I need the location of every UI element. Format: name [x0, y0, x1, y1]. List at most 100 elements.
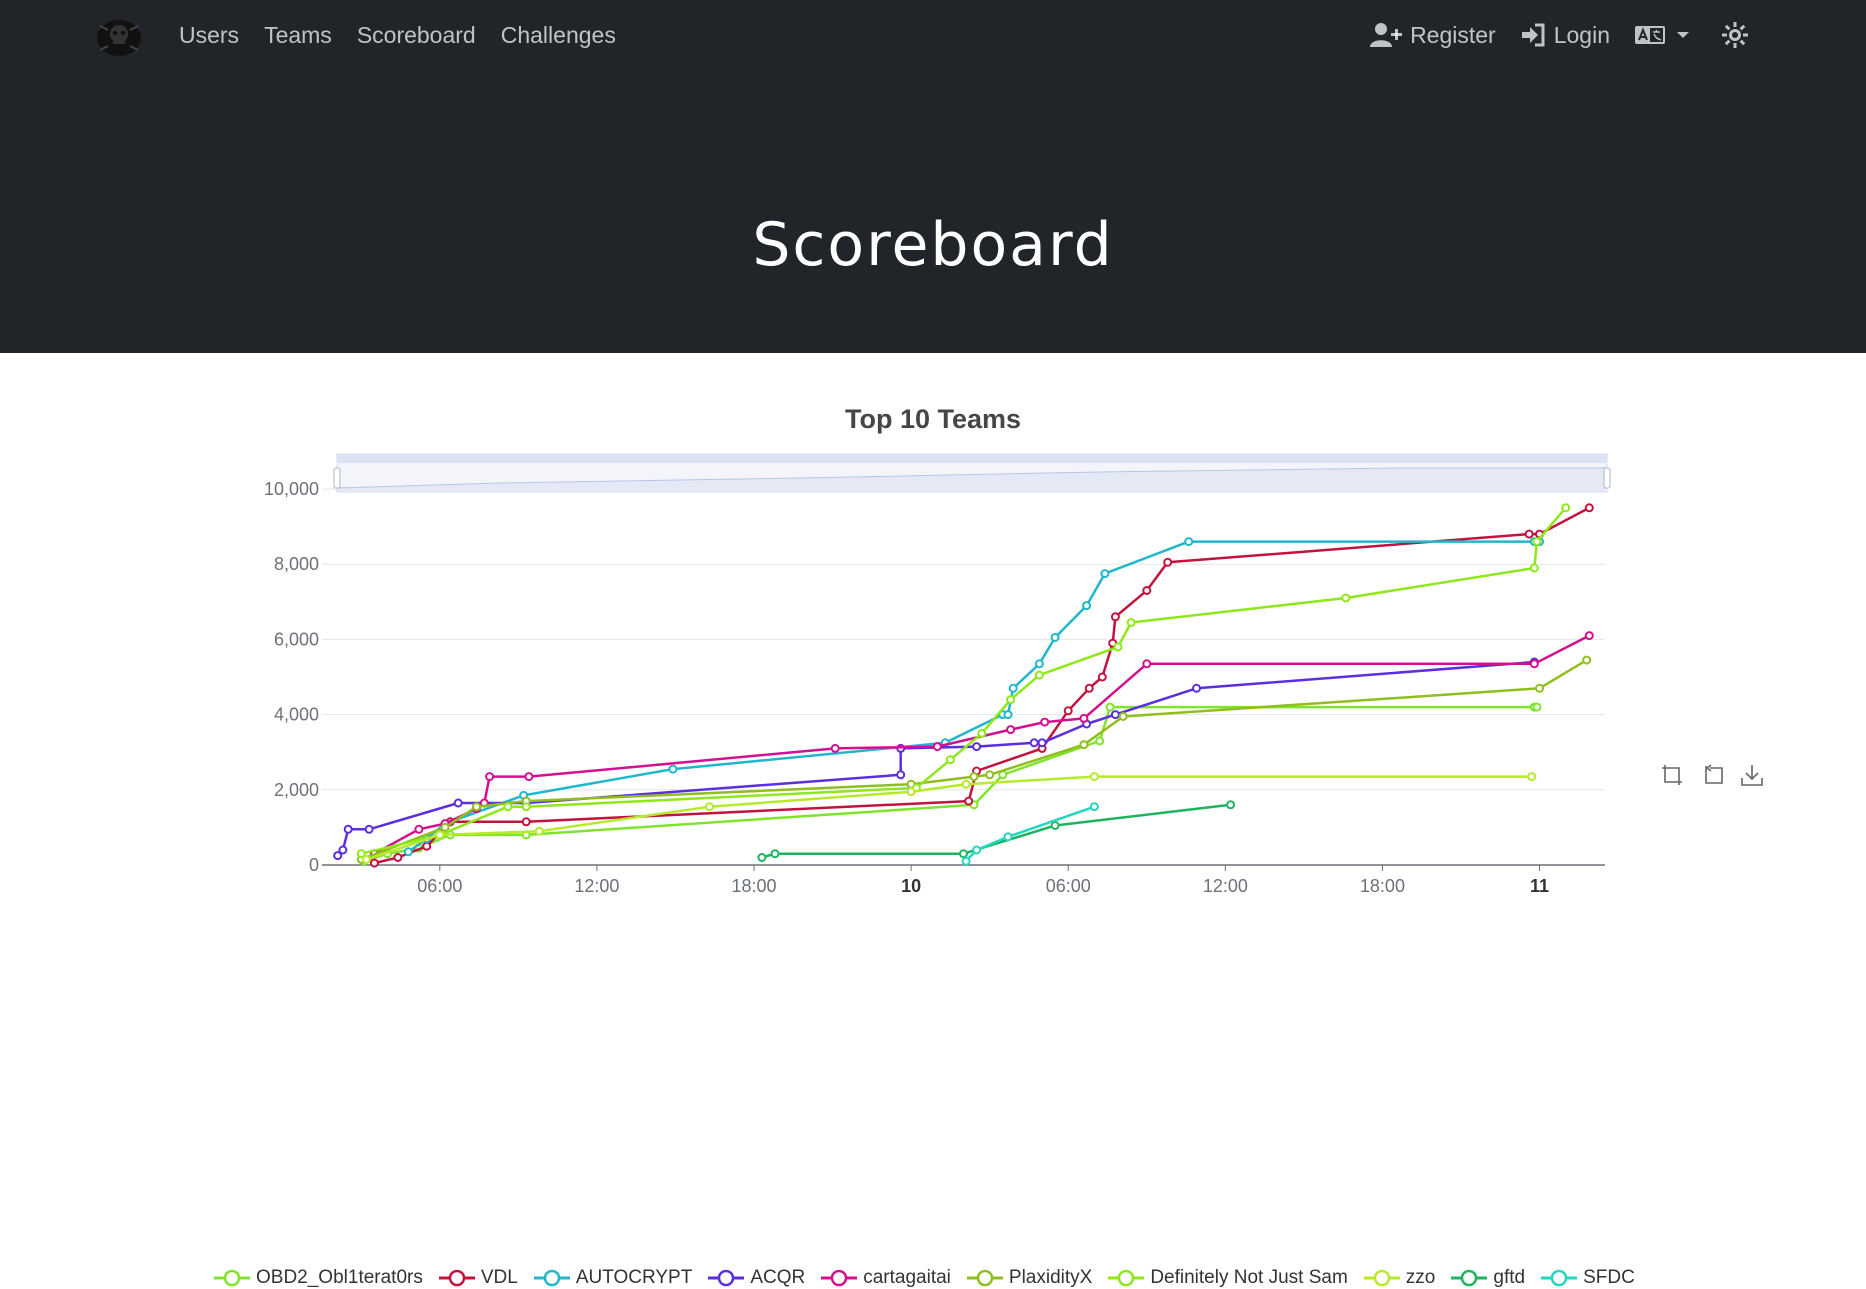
data-point[interactable]	[435, 830, 445, 840]
language-dropdown[interactable]	[1634, 24, 1698, 46]
data-point[interactable]	[1532, 537, 1542, 547]
nav-link-users[interactable]: Users	[179, 22, 240, 48]
series-obd2-obl1terat0rs[interactable]	[359, 702, 1542, 866]
data-point[interactable]	[440, 822, 450, 832]
data-point[interactable]	[945, 755, 955, 765]
data-point[interactable]	[521, 817, 531, 827]
data-point[interactable]	[1118, 712, 1128, 721]
data-point[interactable]	[770, 849, 780, 859]
legend-item-zzo[interactable]: zzo	[1363, 1267, 1435, 1289]
data-point[interactable]	[1226, 800, 1236, 810]
data-point[interactable]	[1079, 713, 1089, 723]
data-point[interactable]	[1084, 683, 1094, 693]
data-point[interactable]	[333, 851, 343, 861]
data-point[interactable]	[1008, 683, 1018, 693]
data-point[interactable]	[524, 772, 534, 782]
data-point[interactable]	[1003, 710, 1013, 720]
legend-item-plaxidityx[interactable]: PlaxidityX	[966, 1267, 1092, 1289]
data-point[interactable]	[668, 764, 678, 774]
data-point[interactable]	[1082, 601, 1092, 611]
data-point[interactable]	[1097, 672, 1107, 682]
data-point[interactable]	[964, 796, 974, 806]
data-point[interactable]	[1110, 710, 1120, 720]
data-point[interactable]	[485, 772, 495, 782]
data-point[interactable]	[369, 858, 379, 868]
data-point[interactable]	[453, 798, 463, 808]
legend-item-cartagaitai[interactable]: cartagaitai	[821, 1267, 951, 1289]
data-point[interactable]	[414, 824, 424, 834]
data-point[interactable]	[1527, 772, 1537, 782]
data-point[interactable]	[1079, 740, 1089, 750]
login-link[interactable]: Login	[1520, 16, 1610, 54]
data-point[interactable]	[1034, 670, 1044, 680]
data-point[interactable]	[403, 847, 413, 857]
data-point[interactable]	[393, 853, 403, 862]
data-point[interactable]	[1040, 717, 1050, 727]
theme-toggle[interactable]	[1722, 22, 1756, 48]
data-point[interactable]	[1034, 659, 1044, 669]
data-point[interactable]	[1341, 593, 1351, 603]
data-point[interactable]	[1535, 683, 1544, 693]
data-point[interactable]	[959, 849, 968, 859]
nav-link-scoreboard[interactable]: Scoreboard	[356, 22, 476, 48]
legend-item-sfdc[interactable]: SFDC	[1541, 1267, 1635, 1289]
nav-link-teams[interactable]: Teams	[264, 22, 332, 48]
data-point[interactable]	[503, 802, 513, 812]
data-point[interactable]	[1050, 633, 1060, 642]
data-point[interactable]	[1029, 738, 1039, 748]
site-logo[interactable]	[94, 16, 144, 60]
data-point[interactable]	[1006, 695, 1016, 705]
series-gftd[interactable]	[757, 800, 1236, 862]
data-point[interactable]	[1142, 586, 1152, 595]
data-point[interactable]	[757, 853, 767, 862]
zoom-handle-right[interactable]	[1603, 467, 1611, 489]
data-point[interactable]	[1529, 659, 1539, 669]
data-point[interactable]	[961, 779, 971, 789]
zoom-handle-left[interactable]	[333, 467, 341, 489]
series-sfdc[interactable]	[961, 802, 1099, 866]
legend-item-acqr[interactable]: ACQR	[708, 1267, 805, 1289]
data-point[interactable]	[1100, 569, 1110, 579]
data-point[interactable]	[1163, 557, 1173, 567]
data-point[interactable]	[1003, 832, 1013, 842]
data-point[interactable]	[1089, 772, 1099, 782]
data-point[interactable]	[977, 728, 987, 738]
data-point[interactable]	[521, 802, 531, 812]
data-point[interactable]	[422, 841, 432, 851]
data-point[interactable]	[1561, 503, 1571, 513]
data-point[interactable]	[338, 845, 348, 855]
data-point[interactable]	[1089, 802, 1099, 812]
nav-link-challenges[interactable]: Challenges	[500, 22, 616, 48]
data-point[interactable]	[1113, 642, 1123, 652]
data-point[interactable]	[830, 743, 840, 753]
data-point[interactable]	[1095, 736, 1105, 746]
data-point[interactable]	[343, 824, 353, 834]
zoom-select-icon[interactable]	[1660, 763, 1684, 787]
data-point[interactable]	[1192, 683, 1201, 693]
register-link[interactable]: Register	[1370, 16, 1496, 54]
data-point[interactable]	[1582, 655, 1592, 665]
data-point[interactable]	[356, 849, 366, 859]
legend-item-autocrypt[interactable]: AUTOCRYPT	[533, 1267, 692, 1289]
legend-item-definitely-not-just-sam[interactable]: Definitely Not Just Sam	[1108, 1267, 1348, 1289]
data-point[interactable]	[1584, 631, 1594, 641]
data-point[interactable]	[932, 742, 942, 752]
data-point[interactable]	[1037, 738, 1047, 748]
data-point[interactable]	[1063, 706, 1073, 716]
data-point[interactable]	[1529, 563, 1539, 573]
data-zoom-slider[interactable]	[333, 453, 1611, 493]
data-point[interactable]	[1006, 725, 1016, 735]
data-point[interactable]	[906, 787, 916, 797]
legend-item-gftd[interactable]: gftd	[1451, 1267, 1525, 1289]
data-point[interactable]	[362, 854, 371, 864]
download-icon[interactable]	[1740, 763, 1764, 787]
data-point[interactable]	[1584, 503, 1594, 513]
series-cartagaitai[interactable]	[369, 631, 1594, 859]
data-point[interactable]	[972, 845, 982, 855]
data-point[interactable]	[534, 826, 544, 836]
data-point[interactable]	[972, 742, 982, 752]
data-point[interactable]	[1142, 659, 1152, 669]
data-point[interactable]	[1532, 702, 1542, 712]
data-point[interactable]	[1050, 821, 1060, 830]
legend-item-obd2-obl1terat0rs[interactable]: OBD2_Obl1terat0rs	[214, 1267, 423, 1289]
